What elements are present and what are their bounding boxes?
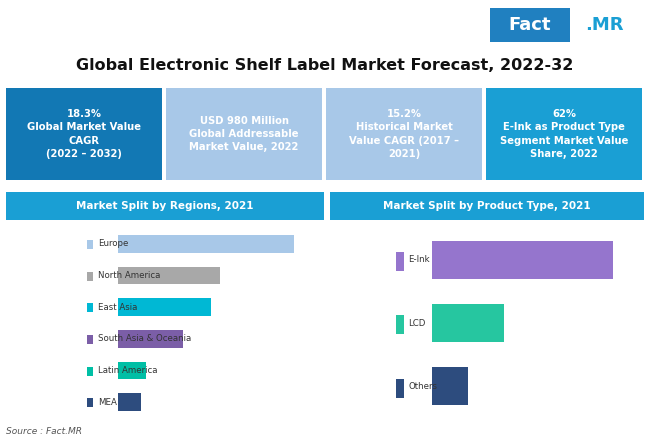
- Text: E-Ink: E-Ink: [409, 255, 430, 264]
- Text: North America: North America: [98, 271, 160, 280]
- Bar: [396, 252, 404, 271]
- Bar: [86, 398, 94, 407]
- Text: Market Split by Regions, 2021: Market Split by Regions, 2021: [76, 201, 254, 211]
- Text: 15.2%
Historical Market
Value CAGR (2017 –
2021): 15.2% Historical Market Value CAGR (2017…: [349, 109, 459, 159]
- FancyBboxPatch shape: [6, 88, 162, 180]
- Bar: [432, 367, 468, 405]
- Bar: [86, 240, 94, 249]
- Bar: [118, 299, 211, 316]
- FancyBboxPatch shape: [326, 88, 482, 180]
- FancyBboxPatch shape: [6, 192, 324, 220]
- Bar: [396, 379, 404, 398]
- Bar: [118, 393, 141, 411]
- Text: Global Electronic Shelf Label Market Forecast, 2022-32: Global Electronic Shelf Label Market For…: [76, 58, 574, 74]
- Text: Europe: Europe: [98, 239, 128, 249]
- Bar: [86, 367, 94, 376]
- Bar: [118, 267, 220, 284]
- Bar: [118, 362, 146, 379]
- Bar: [118, 330, 183, 348]
- Text: LCD: LCD: [409, 319, 426, 327]
- Text: Latin America: Latin America: [98, 366, 157, 375]
- Bar: [118, 235, 294, 253]
- Bar: [396, 315, 404, 334]
- Text: South Asia & Oceania: South Asia & Oceania: [98, 334, 191, 343]
- Bar: [86, 335, 94, 344]
- Text: Market Split by Product Type, 2021: Market Split by Product Type, 2021: [384, 201, 591, 211]
- Bar: [86, 303, 94, 312]
- FancyBboxPatch shape: [486, 88, 642, 180]
- Bar: [432, 241, 613, 279]
- Text: MEA: MEA: [98, 398, 117, 407]
- Bar: [432, 304, 504, 342]
- Text: East Asia: East Asia: [98, 303, 137, 312]
- FancyBboxPatch shape: [166, 88, 322, 180]
- FancyBboxPatch shape: [330, 192, 644, 220]
- Bar: [86, 272, 94, 280]
- Text: Fact: Fact: [509, 16, 551, 34]
- Text: Others: Others: [409, 382, 437, 391]
- Text: 62%
E-Ink as Product Type
Segment Market Value
Share, 2022: 62% E-Ink as Product Type Segment Market…: [500, 109, 628, 159]
- Bar: [490, 8, 570, 42]
- Text: USD 980 Million
Global Addressable
Market Value, 2022: USD 980 Million Global Addressable Marke…: [189, 116, 299, 152]
- Text: 18.3%
Global Market Value
CAGR
(2022 – 2032): 18.3% Global Market Value CAGR (2022 – 2…: [27, 109, 141, 159]
- Text: Source : Fact.MR: Source : Fact.MR: [6, 427, 82, 436]
- Text: .MR: .MR: [585, 16, 623, 34]
